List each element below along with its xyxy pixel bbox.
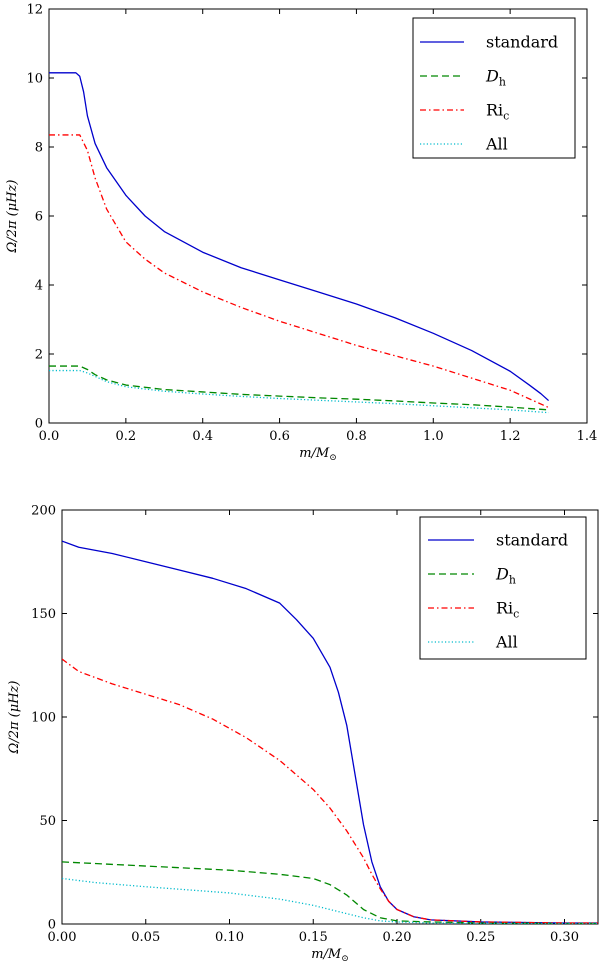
x-tick-label: 0.10 xyxy=(215,930,244,945)
y-tick-label: 10 xyxy=(26,72,43,87)
x-tick-label: 0.25 xyxy=(466,930,495,945)
x-tick-label: 1.4 xyxy=(577,429,598,444)
x-tick-label: 0.4 xyxy=(192,429,213,444)
legend-label-all: All xyxy=(495,633,518,652)
y-tick-label: 0 xyxy=(48,918,56,933)
y-tick-label: 6 xyxy=(35,210,43,225)
y-tick-label: 8 xyxy=(35,141,43,156)
x-tick-label: 1.0 xyxy=(423,429,444,444)
series-line-standard xyxy=(62,540,598,924)
series-line-dh xyxy=(62,861,598,924)
y-axis-label: Ω/2π (μHz) xyxy=(5,180,20,254)
x-tick-label: 0.15 xyxy=(299,930,328,945)
x-tick-label: 1.2 xyxy=(500,429,521,444)
y-tick-label: 0 xyxy=(35,417,43,432)
y-tick-label: 12 xyxy=(26,3,43,18)
x-tick-label: 0.2 xyxy=(116,429,137,444)
y-tick-label: 150 xyxy=(31,607,56,622)
y-tick-label: 100 xyxy=(31,711,56,726)
legend-box xyxy=(412,17,576,159)
legend-label-all: All xyxy=(485,135,508,154)
legend-label-standard: standard xyxy=(486,33,558,52)
series-line-ric xyxy=(49,134,549,409)
legend: standard Dh Ric All xyxy=(412,17,576,159)
legend: standard Dh Ric All xyxy=(419,516,587,660)
series-line-standard xyxy=(49,72,550,402)
x-tick-label: 0.0 xyxy=(39,429,60,444)
series-group xyxy=(49,72,550,414)
series-line-dh xyxy=(49,365,549,411)
x-tick-label: 0.30 xyxy=(550,930,579,945)
y-tick-label: 4 xyxy=(35,279,43,294)
x-tick-label: 0.8 xyxy=(346,429,367,444)
legend-label-ric: Ric xyxy=(496,599,519,621)
y-tick-label: 200 xyxy=(31,504,56,519)
x-tick-label: 0.00 xyxy=(48,930,77,945)
x-tick-label: 0.20 xyxy=(383,930,412,945)
legend-label-dh: Dh xyxy=(485,67,506,89)
series-line-all xyxy=(49,369,549,414)
x-tick-label: 0.6 xyxy=(269,429,290,444)
legend-label-ric: Ric xyxy=(486,101,509,123)
y-tick-label: 2 xyxy=(35,348,43,363)
y-axis-label: Ω/2π (μHz) xyxy=(7,681,22,755)
legend-label-standard: standard xyxy=(496,531,568,550)
y-tick-label: 50 xyxy=(39,814,56,829)
series-line-ric xyxy=(62,658,598,924)
x-tick-label: 0.05 xyxy=(131,930,160,945)
chart-panel-1: 0.0 0.2 0.4 0.6 0.8 1.0 1.2 1.4 0 2 4 6 8 10 12 m/M⊙ Ω/2… xyxy=(5,3,597,464)
series-group xyxy=(62,540,598,924)
x-axis-label: m/M⊙ xyxy=(311,947,349,964)
legend-label-dh: Dh xyxy=(495,565,516,587)
chart-panel-2: 0.00 0.05 0.10 0.15 0.20 0.25 0.30 0 50 100 150 200… xyxy=(7,504,599,964)
legend-box xyxy=(419,516,587,660)
series-line-all xyxy=(62,877,598,924)
x-axis-label: m/M⊙ xyxy=(299,446,337,463)
